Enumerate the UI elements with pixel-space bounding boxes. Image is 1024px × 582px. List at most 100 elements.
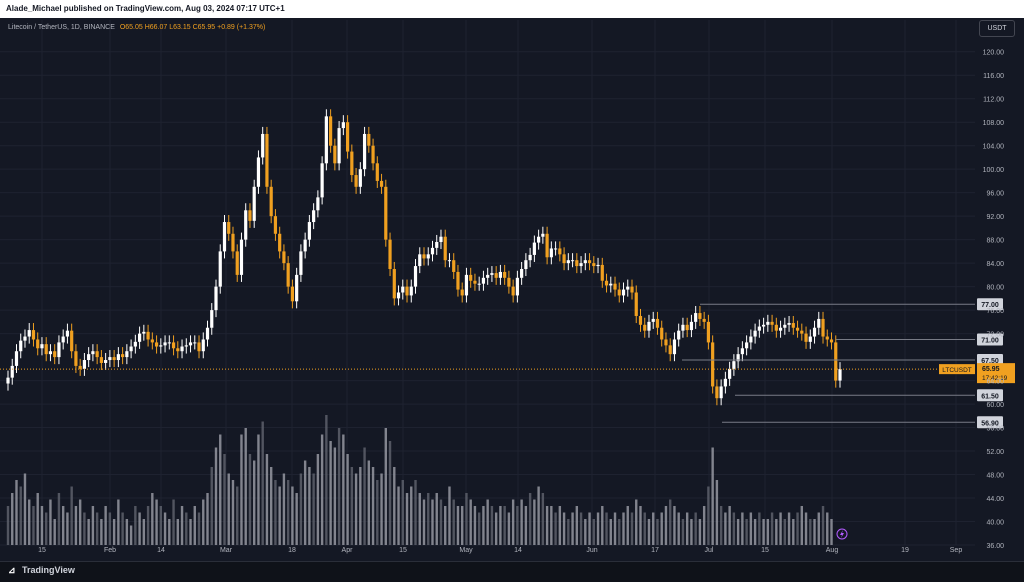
candle-body [218, 251, 222, 287]
candle-body [401, 286, 405, 293]
volume-bar [49, 499, 52, 545]
candle-body [634, 292, 638, 316]
candle-body [367, 133, 371, 146]
candle-body [129, 346, 133, 352]
candle-body [27, 330, 31, 337]
candle-body [728, 368, 732, 379]
volume-bar [482, 506, 485, 545]
volume-bar [32, 506, 35, 545]
candle-body [783, 324, 787, 328]
candle-body [222, 222, 227, 252]
candle-body [409, 286, 413, 296]
candle-body [112, 357, 116, 361]
volume-bar [592, 519, 595, 545]
volume-bar [308, 467, 311, 545]
candle-body [337, 128, 341, 164]
volume-bar [813, 519, 816, 545]
symbol-tag-box [939, 364, 975, 375]
candle-body [14, 351, 19, 366]
candle-body [99, 357, 103, 363]
candle-body [787, 323, 791, 325]
candle-body [324, 116, 328, 164]
price-tick-label: 60.00 [986, 402, 1004, 409]
tradingview-logo[interactable]: ⊿ TradingView [8, 565, 75, 576]
level-label-text: 56.90 [981, 420, 999, 427]
volume-bar [117, 499, 120, 545]
candle-body [528, 254, 532, 261]
volume-bar [745, 519, 748, 545]
volume-bar [643, 512, 646, 545]
candle-body [36, 339, 40, 349]
volume-bar [664, 506, 668, 545]
currency-button[interactable]: USDT [979, 20, 1015, 37]
candle-body [600, 264, 604, 281]
volume-bar [461, 506, 464, 545]
footer: ⊿ TradingView [0, 561, 1024, 582]
candle-body [566, 260, 570, 264]
price-chart[interactable]: 77.00 71.00 67.50 61.50 56.90 LTCUSDT 65.95 17:… [0, 0, 1024, 561]
candle-body [439, 236, 443, 242]
volume-bar [100, 519, 103, 545]
candle-body [350, 151, 354, 176]
volume-bar [159, 506, 163, 545]
volume-bar [151, 493, 154, 545]
candle-body [456, 271, 460, 290]
volume-bar [240, 434, 243, 545]
volume-bar [728, 506, 731, 545]
candle-body [146, 331, 150, 340]
volume-bar [775, 519, 778, 545]
candle-body [825, 336, 829, 340]
candle-body [503, 271, 507, 278]
volume-bar [660, 512, 663, 545]
candle-body [176, 348, 180, 352]
candle-body [44, 344, 48, 355]
volume-bar [405, 493, 409, 545]
volume-bar [19, 486, 22, 545]
volume-bar [618, 519, 621, 545]
level-label-box [977, 389, 1003, 402]
candle-body [70, 330, 74, 352]
candle-body [587, 260, 592, 264]
volume-bar [138, 512, 141, 545]
price-tick-label: 96.00 [986, 191, 1004, 198]
candle-body [812, 327, 817, 337]
candle-body [95, 351, 99, 358]
candle-body [694, 313, 698, 322]
volume-bar [456, 506, 460, 545]
volume-bar [677, 512, 680, 545]
candle-body [422, 254, 426, 259]
volume-bar [371, 467, 375, 545]
volume-bar [732, 512, 736, 545]
volume-bar [414, 480, 417, 545]
publisher-bar: Alade_Michael published on TradingView.c… [0, 0, 1024, 18]
candle-body [362, 133, 367, 170]
candle-body [821, 318, 825, 337]
volume-bar [753, 519, 757, 545]
candle-body [108, 357, 112, 361]
candle-body [477, 283, 481, 285]
candle-body [345, 122, 350, 152]
candle-body [817, 318, 821, 328]
volume-bar [299, 473, 303, 545]
candle-body [520, 269, 524, 278]
candle-body [511, 286, 515, 296]
candle-body [681, 324, 685, 331]
volume-bar [45, 512, 48, 545]
volume-bar [163, 512, 167, 545]
candle-body [481, 277, 486, 284]
candle-body [244, 210, 248, 240]
candle-body [273, 216, 278, 234]
candle-body [269, 186, 273, 217]
volume-bar [61, 506, 65, 545]
time-tick-label: Jun [586, 547, 597, 554]
candle-body [341, 122, 345, 129]
candle-body [660, 327, 664, 340]
candle-body [621, 289, 626, 296]
volume-bar [770, 512, 774, 545]
candle-body [329, 116, 333, 146]
volume-bar [197, 512, 201, 545]
volume-bar [792, 519, 795, 545]
volume-bar [499, 506, 502, 545]
candle-body [286, 263, 290, 287]
candle-body [689, 321, 694, 331]
